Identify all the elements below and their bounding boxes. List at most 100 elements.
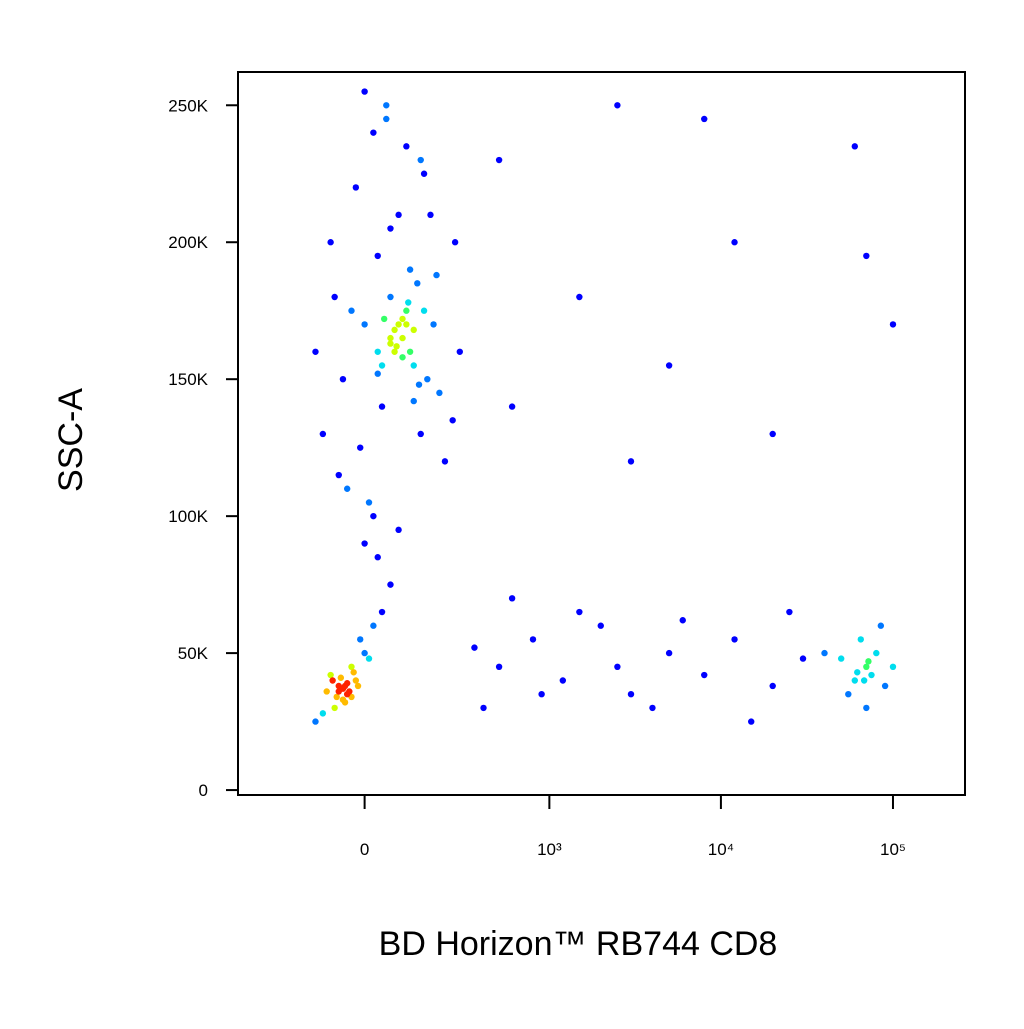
point — [433, 271, 440, 279]
point — [576, 608, 583, 616]
point — [406, 348, 414, 355]
point — [427, 211, 434, 219]
point — [312, 348, 319, 355]
point — [357, 444, 364, 451]
point — [436, 389, 443, 397]
point — [350, 669, 357, 676]
point — [748, 718, 755, 725]
point — [323, 688, 330, 695]
point — [354, 682, 362, 690]
point — [395, 526, 402, 534]
point — [383, 115, 390, 123]
point — [649, 704, 656, 712]
point — [352, 184, 360, 191]
point — [863, 663, 870, 671]
point — [352, 677, 360, 684]
point — [348, 307, 355, 314]
point — [679, 617, 686, 624]
point — [374, 348, 381, 355]
point — [331, 704, 338, 712]
point — [417, 156, 424, 164]
point — [335, 688, 342, 695]
point — [346, 688, 353, 695]
point — [378, 362, 386, 369]
point — [378, 403, 386, 410]
point — [424, 375, 431, 383]
point — [614, 102, 621, 109]
point — [665, 649, 673, 657]
point — [319, 710, 327, 717]
point — [361, 321, 368, 328]
point — [333, 693, 340, 701]
point — [374, 252, 381, 260]
point — [387, 293, 394, 301]
point — [387, 581, 394, 588]
point — [312, 718, 319, 725]
y-tick-label: 50K — [178, 644, 209, 663]
point — [417, 430, 424, 438]
point — [403, 321, 410, 328]
point — [495, 663, 503, 671]
point — [365, 499, 373, 506]
point — [451, 239, 459, 246]
point — [319, 430, 327, 438]
point — [399, 334, 406, 342]
point — [529, 636, 537, 643]
point — [395, 211, 402, 219]
point — [449, 417, 456, 424]
point — [889, 321, 897, 328]
point — [410, 362, 417, 369]
point — [361, 88, 368, 95]
point — [456, 348, 463, 355]
point — [399, 354, 406, 361]
point — [821, 649, 828, 657]
point — [414, 280, 421, 287]
point — [576, 293, 583, 301]
y-tick-label: 150K — [168, 370, 208, 389]
point — [420, 170, 428, 177]
point — [391, 326, 398, 334]
point — [348, 663, 355, 671]
point — [597, 622, 604, 629]
point — [430, 321, 437, 328]
point — [361, 540, 368, 547]
point — [471, 644, 478, 651]
x-tick-label: 10³ — [537, 840, 562, 859]
point — [837, 655, 845, 662]
point — [854, 669, 861, 676]
point — [665, 362, 673, 369]
point — [415, 381, 423, 388]
point — [327, 671, 334, 679]
y-tick-label: 100K — [168, 507, 208, 526]
point — [851, 677, 859, 684]
point — [387, 334, 394, 342]
point — [538, 690, 545, 698]
point — [387, 340, 394, 347]
point — [851, 143, 859, 150]
point — [370, 512, 377, 520]
point — [731, 636, 738, 643]
point — [327, 239, 334, 246]
point — [343, 680, 351, 687]
point — [370, 129, 377, 136]
point — [329, 677, 336, 684]
point — [403, 307, 410, 314]
point — [399, 315, 406, 323]
x-tick-label: 10⁴ — [708, 840, 734, 859]
point — [335, 471, 342, 479]
point — [769, 430, 776, 438]
point — [877, 622, 885, 629]
point — [881, 682, 889, 690]
y-tick-label: 0 — [199, 781, 208, 800]
point — [410, 397, 417, 405]
point — [387, 225, 394, 232]
x-tick-label: 10⁵ — [880, 840, 906, 859]
point — [508, 595, 516, 602]
point — [395, 321, 402, 328]
point — [845, 690, 852, 698]
point — [731, 239, 738, 246]
point — [627, 690, 635, 698]
point — [701, 671, 708, 679]
